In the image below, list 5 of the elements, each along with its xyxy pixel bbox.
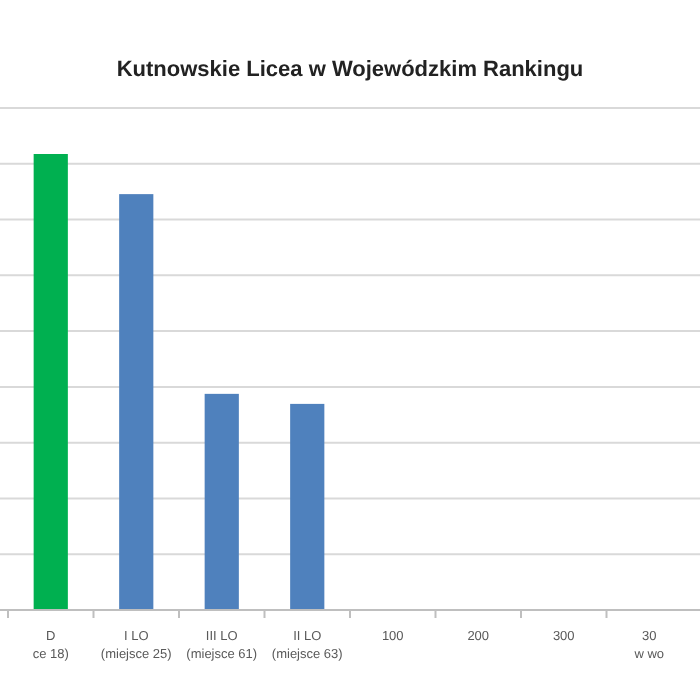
bar [204, 393, 239, 610]
bar [290, 403, 325, 610]
chart-title: Kutnowskie Licea w Wojewódzkim Rankingu [116, 58, 584, 82]
bar [119, 194, 154, 610]
bar [33, 154, 68, 610]
